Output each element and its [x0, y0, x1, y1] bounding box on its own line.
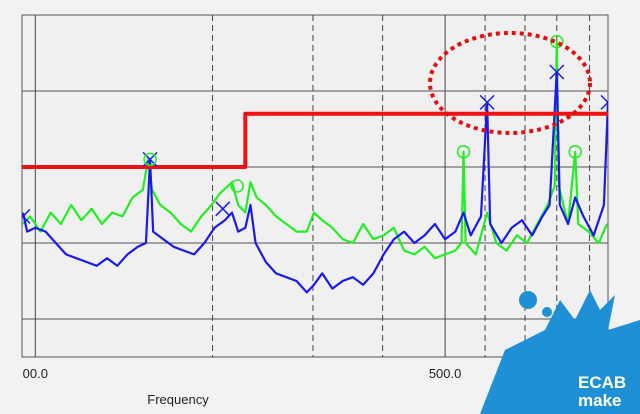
peak-marker: [456, 145, 471, 159]
series-line: [22, 111, 608, 169]
peak-marker: [22, 208, 31, 224]
peak-marker: [143, 152, 157, 167]
peak-marker: [568, 145, 582, 159]
x-axis-label: Frequency: [147, 392, 209, 407]
peak-marker: [549, 64, 565, 80]
peak-marker: [215, 201, 231, 217]
splash: [480, 290, 640, 414]
x-tick-label: 500.0: [429, 366, 462, 381]
banner-line: make: [578, 391, 621, 410]
peak-marker: [550, 34, 564, 49]
plot-area: [21, 14, 609, 358]
highlight-ellipse: [428, 31, 592, 135]
peak-marker: [479, 94, 495, 110]
peak-marker: [230, 179, 244, 193]
banner-line: ECAB: [578, 373, 626, 392]
series-line: [22, 40, 608, 260]
series-line: [22, 70, 608, 294]
x-tick-label: 00.0: [23, 366, 48, 381]
peak-marker: [600, 94, 608, 110]
